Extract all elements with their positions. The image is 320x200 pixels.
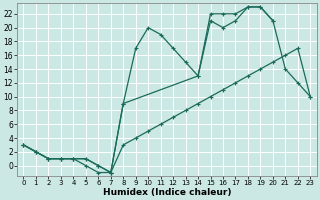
X-axis label: Humidex (Indice chaleur): Humidex (Indice chaleur) [103, 188, 231, 197]
